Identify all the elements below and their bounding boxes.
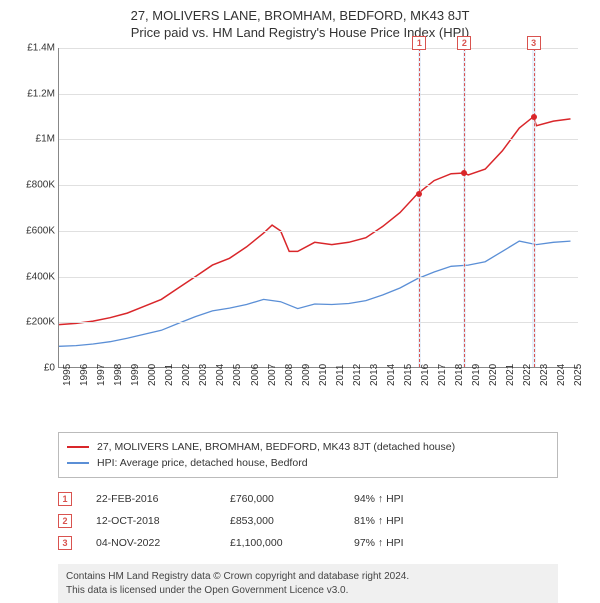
x-axis-tick-label: 2004 [215, 364, 226, 386]
sale-point [461, 170, 467, 176]
page-subtitle: Price paid vs. HM Land Registry's House … [10, 25, 590, 40]
sale-marker-line [534, 48, 535, 367]
y-axis-tick-label: £800K [21, 180, 55, 191]
page-title: 27, MOLIVERS LANE, BROMHAM, BEDFORD, MK4… [10, 8, 590, 23]
footer-line-2: This data is licensed under the Open Gov… [66, 584, 550, 598]
x-axis-tick-label: 2005 [232, 364, 243, 386]
x-axis-tick-label: 2008 [284, 364, 295, 386]
sale-date: 12-OCT-2018 [96, 515, 206, 527]
x-axis-tick-label: 2015 [403, 364, 414, 386]
sale-date: 04-NOV-2022 [96, 537, 206, 549]
legend-item: HPI: Average price, detached house, Bedf… [67, 455, 549, 471]
sale-marker-badge: 3 [527, 36, 541, 50]
x-axis-tick-label: 2020 [488, 364, 499, 386]
gridline-horizontal [59, 277, 578, 278]
sale-marker-badge: 2 [457, 36, 471, 50]
sale-price: £760,000 [230, 493, 330, 505]
gridline-horizontal [59, 185, 578, 186]
sale-relative-hpi: 97% ↑ HPI [354, 537, 454, 549]
x-axis-tick-label: 2013 [369, 364, 380, 386]
sale-price: £1,100,000 [230, 537, 330, 549]
legend-label: HPI: Average price, detached house, Bedf… [97, 457, 308, 469]
gridline-horizontal [59, 48, 578, 49]
y-axis-tick-label: £0 [21, 363, 55, 374]
sales-row: 3 04-NOV-2022 £1,100,000 97% ↑ HPI [58, 532, 558, 554]
x-axis-tick-label: 2024 [556, 364, 567, 386]
gridline-horizontal [59, 94, 578, 95]
sale-relative-hpi: 81% ↑ HPI [354, 515, 454, 527]
sale-marker-line [419, 48, 420, 367]
x-axis-tick-label: 1995 [62, 364, 73, 386]
footer-attribution: Contains HM Land Registry data © Crown c… [58, 564, 558, 603]
sales-row: 2 12-OCT-2018 £853,000 81% ↑ HPI [58, 510, 558, 532]
legend-swatch [67, 446, 89, 448]
x-axis-tick-label: 2011 [335, 364, 346, 386]
footer-line-1: Contains HM Land Registry data © Crown c… [66, 570, 550, 584]
x-axis-tick-label: 2001 [164, 364, 175, 386]
sale-price: £853,000 [230, 515, 330, 527]
x-axis-tick-label: 2007 [267, 364, 278, 386]
chart-area: £0£200K£400K£600K£800K£1M£1.2M£1.4M19951… [20, 48, 580, 398]
x-axis-tick-label: 1997 [96, 364, 107, 386]
sale-marker-line [464, 48, 465, 367]
x-axis-tick-label: 2014 [386, 364, 397, 386]
x-axis-tick-label: 2017 [437, 364, 448, 386]
series-hpi [59, 241, 571, 346]
sale-marker-badge: 1 [412, 36, 426, 50]
x-axis-tick-label: 1996 [79, 364, 90, 386]
legend-swatch [67, 462, 89, 464]
x-axis-tick-label: 2021 [505, 364, 516, 386]
gridline-horizontal [59, 139, 578, 140]
x-axis-tick-label: 2006 [250, 364, 261, 386]
x-axis-tick-label: 1998 [113, 364, 124, 386]
plot-region: £0£200K£400K£600K£800K£1M£1.2M£1.4M19951… [58, 48, 578, 368]
legend-label: 27, MOLIVERS LANE, BROMHAM, BEDFORD, MK4… [97, 441, 455, 453]
sales-table: 1 22-FEB-2016 £760,000 94% ↑ HPI 2 12-OCT-201… [58, 488, 558, 554]
gridline-horizontal [59, 322, 578, 323]
x-axis-tick-label: 2009 [301, 364, 312, 386]
series-property [59, 117, 571, 325]
sale-relative-hpi: 94% ↑ HPI [354, 493, 454, 505]
sale-index-badge: 2 [58, 514, 72, 528]
gridline-horizontal [59, 231, 578, 232]
x-axis-tick-label: 2019 [471, 364, 482, 386]
y-axis-tick-label: £1M [21, 134, 55, 145]
chart-container: 27, MOLIVERS LANE, BROMHAM, BEDFORD, MK4… [0, 0, 600, 590]
sale-index-badge: 1 [58, 492, 72, 506]
y-axis-tick-label: £1.4M [21, 43, 55, 54]
legend-item: 27, MOLIVERS LANE, BROMHAM, BEDFORD, MK4… [67, 439, 549, 455]
y-axis-tick-label: £600K [21, 225, 55, 236]
x-axis-tick-label: 2002 [181, 364, 192, 386]
sale-point [531, 114, 537, 120]
x-axis-tick-label: 2003 [198, 364, 209, 386]
x-axis-tick-label: 1999 [130, 364, 141, 386]
x-axis-tick-label: 2023 [539, 364, 550, 386]
x-axis-tick-label: 2000 [147, 364, 158, 386]
x-axis-tick-label: 2025 [573, 364, 584, 386]
x-axis-tick-label: 2022 [522, 364, 533, 386]
sale-date: 22-FEB-2016 [96, 493, 206, 505]
sales-row: 1 22-FEB-2016 £760,000 94% ↑ HPI [58, 488, 558, 510]
chart-svg [59, 48, 578, 367]
x-axis-tick-label: 2012 [352, 364, 363, 386]
x-axis-tick-label: 2016 [420, 364, 431, 386]
y-axis-tick-label: £200K [21, 317, 55, 328]
y-axis-tick-label: £1.2M [21, 88, 55, 99]
x-axis-tick-label: 2018 [454, 364, 465, 386]
y-axis-tick-label: £400K [21, 271, 55, 282]
sale-point [416, 191, 422, 197]
x-axis-tick-label: 2010 [318, 364, 329, 386]
legend-box: 27, MOLIVERS LANE, BROMHAM, BEDFORD, MK4… [58, 432, 558, 478]
sale-index-badge: 3 [58, 536, 72, 550]
